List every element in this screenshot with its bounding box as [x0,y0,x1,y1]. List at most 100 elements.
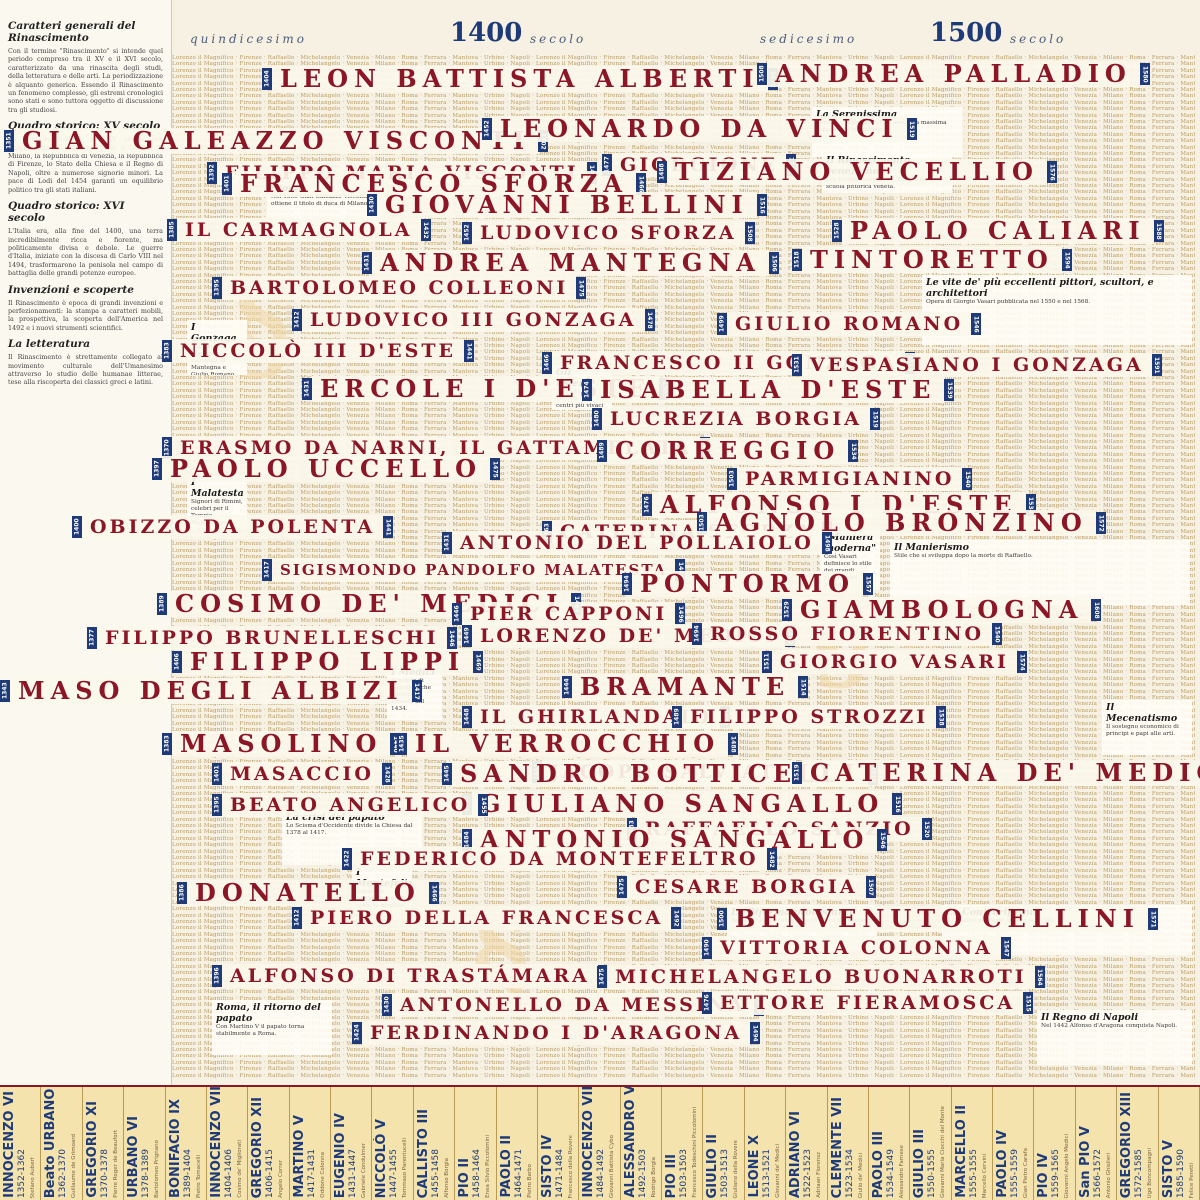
birth-year-tab: 1474 [582,379,592,401]
pope-years: 1503-1503 [679,1148,689,1198]
pope-column: ALESSANDRO VI 1492-1503 Rodrigo Borgia [621,1087,662,1200]
pope-years: 1404-1406 [223,1148,234,1198]
person-timeline-bar: 1412 PIERO DELLA FRANCESCA 1492 [292,906,682,930]
topic-title: I Gonzaga [191,322,237,344]
sidebar-section-text: Il Rinascimento è strettamente collegato… [8,353,163,387]
background-text-row: Lorenzo il Magnifico · Firenze · Raffael… [172,464,1195,471]
topic-box: Roma, il ritorno del papato Con Martino V… [212,1000,332,1055]
topic-text: Nel 1442 Alfonso d'Aragona conquista Nap… [1041,1023,1178,1029]
person-timeline-bar: 1474 ISABELLA D'ESTE 1539 [582,377,955,403]
pope-note: Cosimo de' Migliorati [236,1140,243,1198]
person-name: SIGISMONDO PANDOLFO MALATESTA [272,558,676,582]
pope-column: LEONE X 1513-1521 Giovanni de' Medici [745,1087,787,1200]
century-15-year: 1400 [450,18,523,48]
pope-years: 1417-1431 [306,1148,317,1198]
death-year-tab: 1580 [1139,63,1150,85]
death-year-tab: 1576 [1046,161,1057,183]
pope-name: SISTO IV [539,1135,555,1198]
pope-note: Enea Silvio Piccolomini [485,1135,492,1198]
pope-years: 1458-1464 [472,1148,483,1198]
pope-years: 1513-1521 [761,1148,772,1198]
century-15-word: quindicesimo [190,32,307,46]
pope-note: Bartolomeo Prignano [154,1140,161,1198]
background-text-row: Lorenzo il Magnifico · Firenze · Raffael… [172,99,1195,106]
century-16-year: 1500 [930,18,1003,48]
person-timeline-bar: 1406 FILIPPO LIPPI 1469 [172,649,484,675]
death-year-tab: 1417 [411,680,422,702]
pope-note: Pietro Barbo [526,1164,533,1198]
person-timeline-bar: 1396ALFONSO DI TRASTÁMARA1458 [212,964,608,988]
background-text-row: Lorenzo il Magnifico · Firenze · Raffael… [172,55,1195,61]
background-text-row: Lorenzo il Magnifico · Firenze · Raffael… [172,957,1195,964]
death-year-tab: 1538 [936,706,947,728]
person-name: PONTORMO [632,571,864,597]
birth-year-tab: 1466 [542,352,552,374]
person-timeline-bar: 1500 BENVENUTO CELLINI 1571 [717,906,1158,932]
pope-years: 1406-1415 [265,1148,276,1198]
person-name: ROSSO FIORENTINO [702,622,993,646]
pope-years: 1534-1549 [885,1148,896,1198]
pope-column: INNOCENZO VI 1352-1362 Stefano Aubert [0,1087,42,1200]
person-name: MASACCIO [222,762,382,786]
person-timeline-bar: 1528 PAOLO CALIARI 1588 [832,218,1164,244]
death-year-tab: 1539 [944,379,955,401]
birth-year-tab: 1444 [562,676,572,698]
background-text-row: Lorenzo il Magnifico · Firenze · Raffael… [172,477,1195,484]
background-text-row: Lorenzo il Magnifico · Firenze · Raffael… [172,1053,1195,1060]
background-text-row: Lorenzo il Magnifico · Firenze · Raffael… [172,919,1195,925]
person-name: PARMIGIANINO [737,467,963,491]
birth-year-tab: 1383 [162,340,172,362]
death-year-tab: 1547 [1000,937,1011,959]
background-text-row: Lorenzo il Magnifico · Firenze · Raffael… [172,432,1195,439]
background-text-row: Lorenzo il Magnifico · Firenze · Raffael… [172,106,1195,113]
death-year-tab: 1514 [798,676,809,698]
birth-year-tab: 1431 [302,378,312,400]
birth-year-tab: 1500 [717,908,727,930]
birth-year-tab: 1430 [367,194,377,216]
death-year-tab: 1588 [1153,220,1164,242]
background-text-row: Lorenzo il Magnifico · Firenze · Raffael… [172,701,1195,708]
background-text-row: Lorenzo il Magnifico · Firenze · Raffael… [172,912,1195,919]
birth-year-tab: 1343 [0,680,10,702]
background-text-row: Lorenzo il Magnifico · Firenze · Raffael… [172,1066,1195,1073]
pope-years: 1492-1503 [637,1148,648,1198]
death-year-tab: 1557 [863,573,874,595]
background-text-row: Lorenzo il Magnifico · Firenze · Raffael… [172,944,1195,951]
background-text-row: Lorenzo il Magnifico · Firenze · Raffael… [172,669,1195,676]
pope-name: GREGORIO XI [84,1101,100,1198]
death-year-tab: 1594 [1061,249,1072,271]
pope-note: Pierre Roger de Beaufort [112,1130,119,1198]
background-text-row: Lorenzo il Magnifico · Firenze · Raffael… [172,61,1195,68]
pope-name: GREGORIO XII [250,1096,266,1198]
person-name: VITTORIA COLONNA [712,936,1001,960]
person-timeline-bar: 1424 FERDINANDO I D'ARAGONA 1494 [352,1021,761,1045]
topic-text: Con Martino V il papato torna stabilment… [216,1024,305,1037]
pope-name: NICCOLÒ V [374,1118,390,1198]
birth-year-tab: 1449 [462,625,472,647]
pope-column: GREGORIO XII 1406-1415 Angelo Correr [248,1087,290,1200]
sidebar-section-text: Con il termine "Rinascimento" si intende… [8,47,163,114]
pope-years: 1503-1513 [720,1148,731,1198]
background-text-row: Lorenzo il Magnifico · Firenze · Raffael… [172,336,1195,343]
background-text-row: Lorenzo il Magnifico · Firenze · Raffael… [172,471,1195,477]
pope-name: San PIO V [1077,1126,1093,1198]
pope-column: SISTO V 1585-1590 Felice Peretti [1159,1087,1200,1200]
death-year-tab: 1475 [490,458,501,480]
person-name: DONATELLO [187,880,429,906]
pope-column: PIO IV 1559-1565 Giovanni Angelo Medici [1034,1087,1076,1200]
pope-note: Pietro Tomacelli [195,1154,202,1198]
death-year-tab: 1441 [463,340,474,362]
background-text-row: Lorenzo il Magnifico · Firenze · Raffael… [172,400,1195,407]
pope-years: 1550-1555 [927,1148,938,1198]
birth-year-tab: 1503 [727,468,737,490]
sidebar-section-text: L'Italia era, alla fine del 1400, una te… [8,227,163,278]
pope-note: Marcello Cervini [981,1153,988,1198]
person-timeline-bar: 1494 PONTORMO 1557 [622,571,874,597]
birth-year-tab: 1351 [4,130,14,152]
birth-year-tab: 1494 [692,623,702,645]
death-year-tab: 1428 [381,763,392,785]
person-name: LEONARDO DA VINCI [492,116,907,142]
background-text-row: Lorenzo il Magnifico · Firenze · Raffael… [172,554,1195,561]
person-timeline-bar: 1476 ETTORE FIERAMOSCA 1515 [702,991,1034,1015]
pope-years: 1555-1559 [1010,1148,1020,1198]
